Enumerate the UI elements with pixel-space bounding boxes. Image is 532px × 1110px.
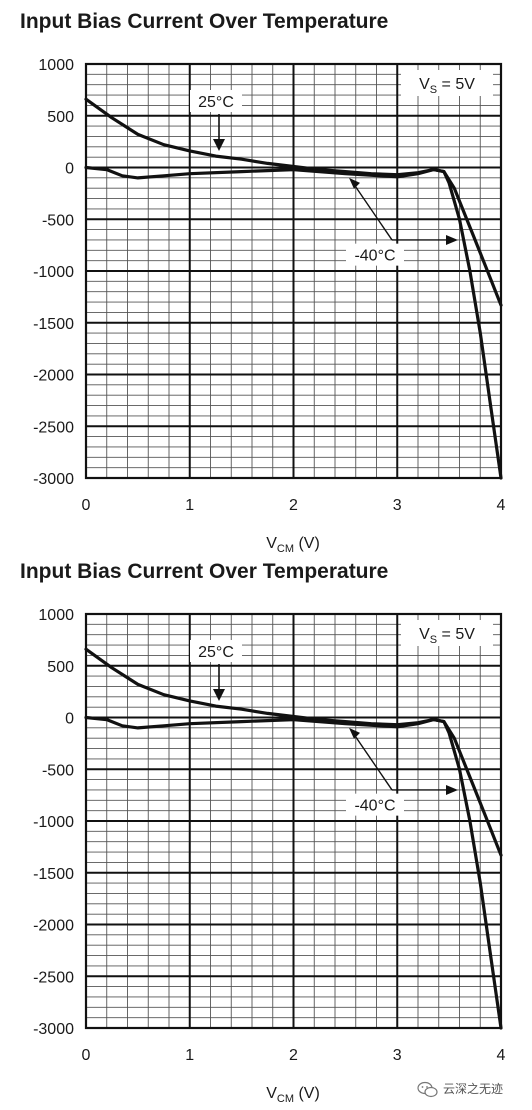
annotation-25c: 25°C [198, 644, 234, 661]
y-tick-label: 1000 [38, 607, 74, 624]
x-axis-label-sub: CM [277, 1093, 294, 1105]
y-tick-label: 500 [47, 659, 74, 676]
y-tick-label: -1000 [33, 814, 74, 831]
annot-25c-arrowhead [213, 689, 225, 702]
vs-label-bg [401, 620, 493, 646]
annot-m40c-leader-1 [352, 182, 393, 241]
x-tick-label: 3 [393, 497, 402, 514]
y-tick-label: 500 [47, 109, 74, 126]
y-tick-label: -2000 [33, 368, 74, 385]
vs-label-sub: S [430, 84, 437, 96]
annotation-minus40c: -40°C [354, 798, 395, 815]
y-tick-label: -3000 [33, 1021, 74, 1038]
chart-top: Input Bias Current Over Temperature 1000 5… [20, 10, 506, 555]
y-tick-label: 0 [65, 161, 74, 178]
annot-m40c-arrowhead-1 [349, 177, 360, 189]
series-line-minus40c [84, 165, 503, 480]
x-tick-label: 0 [82, 497, 91, 514]
annot-25c-arrowhead [213, 139, 225, 152]
annotation-minus40c: -40°C [354, 248, 395, 265]
chart-bottom: Input Bias Current Over Temperature 1000 5… [20, 560, 506, 1105]
x-tick-label: 1 [185, 497, 194, 514]
x-axis-label-main: V [266, 1085, 277, 1102]
x-tick-label: 2 [289, 1047, 298, 1064]
x-tick-label: 4 [497, 1047, 506, 1064]
annotation-25c: 25°C [198, 94, 234, 111]
wechat-icon [417, 1081, 438, 1098]
series-line-minus40c [84, 715, 503, 1030]
y-tick-label: 0 [65, 711, 74, 728]
annot-25c-bg [190, 90, 242, 112]
annot-m40c-bg [346, 793, 404, 816]
y-tick-label: -2500 [33, 969, 74, 986]
vs-label-main: V [419, 76, 430, 93]
vs-label-rest: = 5V [437, 626, 475, 643]
x-axis-label-sub: CM [277, 543, 294, 555]
annot-m40c-leader-1 [352, 732, 393, 791]
y-tick-label: -3000 [33, 471, 74, 488]
y-tick-label: -500 [42, 212, 74, 229]
vs-label: VS = 5V [419, 626, 475, 646]
watermark-text: 云深之无迹 [443, 1082, 503, 1096]
vs-label: VS = 5V [419, 76, 475, 96]
y-tick-label: -2500 [33, 419, 74, 436]
watermark: 云深之无迹 [417, 1081, 503, 1098]
vs-label-rest: = 5V [437, 76, 475, 93]
y-tick-label: -1500 [33, 316, 74, 333]
plot-frame [84, 612, 503, 1030]
x-tick-label: 4 [497, 497, 506, 514]
plot-frame [84, 62, 503, 480]
annot-m40c-arrowhead-2 [446, 784, 458, 795]
chart-title: Input Bias Current Over Temperature [20, 10, 388, 33]
y-tick-label: -1500 [33, 866, 74, 883]
vs-label-main: V [419, 626, 430, 643]
y-tick-label: -1000 [33, 264, 74, 281]
x-axis-label: VCM (V) [266, 1085, 320, 1105]
series-line-25c [84, 97, 503, 307]
annot-m40c-bg [346, 243, 404, 266]
annot-m40c-arrowhead-1 [349, 727, 360, 739]
chart-title: Input Bias Current Over Temperature [20, 560, 388, 583]
annot-25c-bg [190, 640, 242, 662]
vs-label-bg [401, 70, 493, 96]
vs-label-sub: S [430, 634, 437, 646]
x-axis-label-rest: (V) [294, 1085, 320, 1102]
y-tick-label: -2000 [33, 918, 74, 935]
x-tick-label: 0 [82, 1047, 91, 1064]
series-line-25c [84, 647, 503, 857]
x-axis-label: VCM (V) [266, 535, 320, 555]
x-axis-label-rest: (V) [294, 535, 320, 552]
y-tick-label: 1000 [38, 57, 74, 74]
x-tick-label: 3 [393, 1047, 402, 1064]
x-tick-label: 2 [289, 497, 298, 514]
annot-m40c-arrowhead-2 [446, 234, 458, 245]
x-axis-label-main: V [266, 535, 277, 552]
x-tick-label: 1 [185, 1047, 194, 1064]
y-tick-label: -500 [42, 762, 74, 779]
